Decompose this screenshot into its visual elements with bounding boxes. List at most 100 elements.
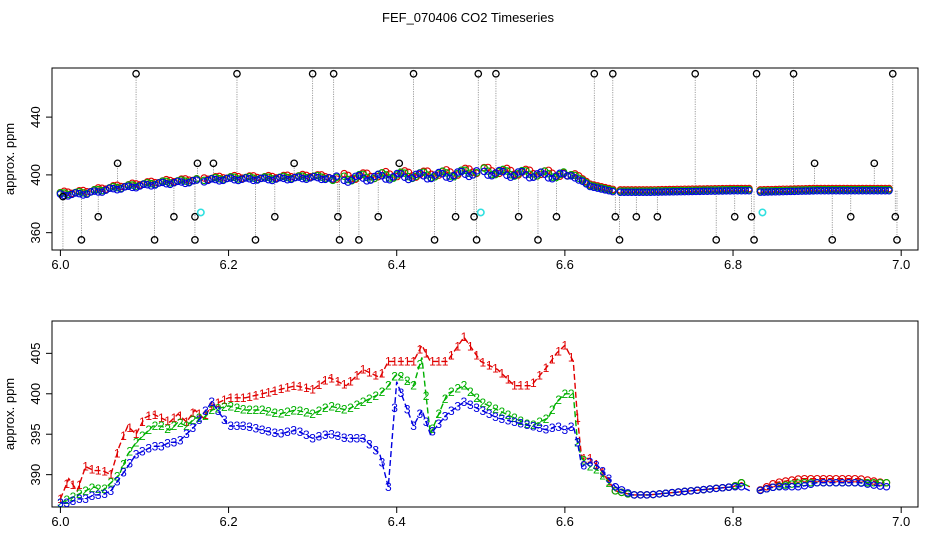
blue-point <box>170 179 178 187</box>
series-marker-3: 3 <box>587 456 594 470</box>
blue-point <box>283 176 292 184</box>
red-point <box>200 174 208 182</box>
green-point <box>79 189 87 197</box>
series-marker-3: 3 <box>404 402 411 416</box>
blue-point <box>699 187 708 196</box>
series-marker-2: 2 <box>391 370 398 384</box>
blue-point <box>767 188 776 196</box>
series-marker-1: 1 <box>82 460 89 474</box>
blue-point <box>514 168 522 176</box>
blue-point <box>143 181 152 189</box>
series-marker-3: 3 <box>322 428 329 442</box>
series-marker-3: 3 <box>505 414 512 428</box>
series-marker-1: 1 <box>524 379 531 393</box>
blue-point <box>817 187 825 195</box>
blue-point <box>854 187 863 195</box>
blue-point <box>764 188 772 196</box>
raw-point <box>150 236 159 244</box>
green-point <box>113 183 121 192</box>
blue-point <box>779 187 787 196</box>
raw-point <box>290 159 298 168</box>
blue-point <box>730 187 738 195</box>
series-marker-2: 2 <box>120 458 127 472</box>
blue-point <box>745 187 753 195</box>
blue-point <box>556 169 564 177</box>
series-marker-1: 1 <box>398 354 405 368</box>
series-marker-2: 2 <box>606 476 613 490</box>
x-tick-label: 6.2 <box>220 514 238 529</box>
series-marker-2: 2 <box>536 415 543 429</box>
raw-point <box>193 159 202 168</box>
series-marker-2: 2 <box>530 418 537 432</box>
raw-point <box>608 69 617 78</box>
series-marker-1: 1 <box>492 362 499 376</box>
raw-point <box>374 212 383 221</box>
raw-point <box>846 212 855 221</box>
raw-point <box>355 236 363 244</box>
raw-point <box>891 212 900 221</box>
raw-point <box>893 236 901 244</box>
blue-point <box>219 176 227 185</box>
series-marker-2: 2 <box>95 482 102 496</box>
series-marker-1: 1 <box>360 363 367 377</box>
series-marker-2: 2 <box>442 392 449 406</box>
raw-point <box>451 212 460 221</box>
series-marker-3: 3 <box>152 439 159 453</box>
x-tick-label: 6.8 <box>724 257 742 272</box>
blue-point <box>446 174 454 182</box>
series-marker-3: 3 <box>391 401 398 415</box>
blue-point <box>90 187 99 195</box>
green-point <box>147 179 155 188</box>
series-marker-1: 1 <box>366 366 373 380</box>
raw-point <box>430 236 439 244</box>
blue-point <box>544 174 553 182</box>
series-marker-2: 2 <box>435 407 442 421</box>
series-marker-1: 1 <box>271 384 278 398</box>
series-marker-1: 1 <box>158 411 165 425</box>
raw-point <box>789 69 798 78</box>
series-marker-1: 1 <box>486 358 493 372</box>
series-marker-3: 3 <box>63 496 70 510</box>
series-marker-2: 2 <box>398 370 405 384</box>
blue-point <box>461 170 469 179</box>
blue-point <box>737 187 746 195</box>
series-marker-1: 1 <box>171 411 178 425</box>
green-point <box>181 177 190 185</box>
blue-point <box>567 172 575 180</box>
blue-point <box>677 187 685 196</box>
blue-point <box>662 188 670 196</box>
blue-point <box>802 187 810 195</box>
series-marker-3: 3 <box>328 428 335 442</box>
blue-point <box>109 184 118 193</box>
blue-point <box>158 178 167 187</box>
blue-point <box>654 188 662 196</box>
series-marker-3: 3 <box>196 413 203 427</box>
series-marker-1: 1 <box>227 391 234 405</box>
series-marker-1: 1 <box>461 330 468 344</box>
blue-point <box>836 187 844 195</box>
series-marker-1: 1 <box>284 381 291 395</box>
blue-point <box>340 176 348 185</box>
series-marker-3: 3 <box>480 404 487 418</box>
blue-point <box>249 176 258 185</box>
series-point-3 <box>611 483 620 491</box>
series-marker-1: 1 <box>416 342 423 356</box>
raw-point <box>251 236 260 244</box>
blue-point <box>673 187 681 196</box>
series-marker-1: 1 <box>480 355 487 369</box>
x-tick-label: 6.8 <box>724 514 742 529</box>
series-marker-3: 3 <box>246 420 253 434</box>
blue-point <box>98 188 106 196</box>
green-point <box>438 167 447 175</box>
blue-point <box>260 174 269 182</box>
series-marker-2: 2 <box>234 401 241 415</box>
series-marker-1: 1 <box>593 458 600 472</box>
series-marker-2: 2 <box>158 419 165 433</box>
series-marker-3: 3 <box>253 422 260 436</box>
series-marker-1: 1 <box>70 478 77 492</box>
blue-point <box>215 177 224 185</box>
blue-point <box>264 175 273 184</box>
series-point-3 <box>882 483 891 491</box>
series-marker-1: 1 <box>309 383 316 397</box>
blue-point <box>805 187 814 195</box>
